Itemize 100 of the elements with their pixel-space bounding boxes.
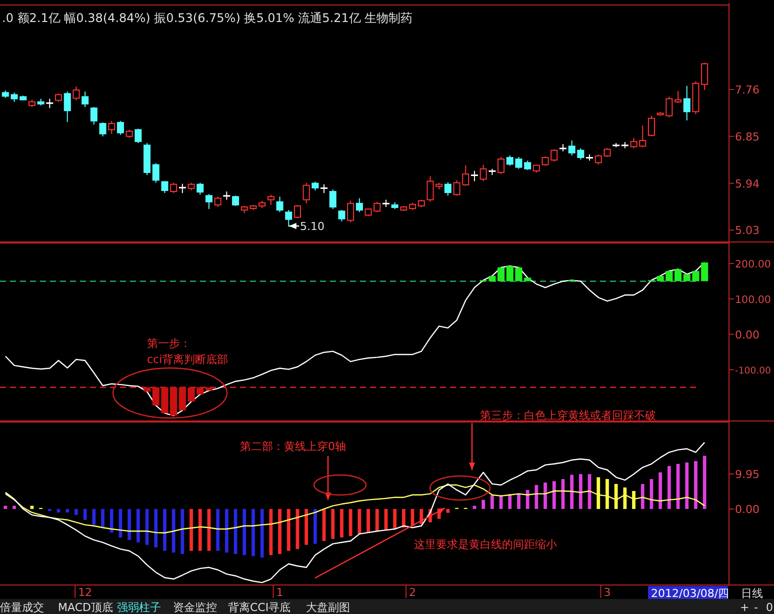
candlestick (329, 188, 336, 210)
bar (242, 508, 246, 556)
bar (12, 506, 16, 509)
line-series (4, 484, 706, 534)
text: 2012/03/08/四 (651, 587, 730, 600)
y-tick-label: 9.95 (735, 468, 760, 481)
candlestick (134, 128, 142, 144)
bar (508, 494, 512, 509)
bar (101, 508, 104, 528)
text: 日线 (741, 587, 763, 600)
line-series (4, 442, 706, 584)
bar (446, 508, 450, 513)
candlestick (232, 195, 240, 206)
text: MACD顶底 (58, 601, 113, 614)
y-tick-label: 0.00 (735, 502, 760, 516)
candlestick (152, 162, 160, 184)
bar (358, 508, 362, 534)
text: 0 (766, 601, 773, 614)
y-tick-label: 200.00 (735, 258, 771, 271)
bar (128, 508, 132, 540)
candlestick (170, 182, 178, 194)
text: 大盘副图 (306, 601, 350, 614)
candlestick (674, 90, 682, 104)
bar (526, 490, 530, 509)
candlestick (294, 204, 301, 219)
bar (552, 481, 556, 509)
bar (143, 387, 151, 392)
bar (110, 508, 114, 533)
candlestick (64, 91, 71, 122)
bar (304, 508, 308, 545)
text: 背离CCI寻底 (228, 601, 291, 614)
bar (490, 495, 494, 509)
annotation: 第三步：白色上穿黄线或者回踩不破 (480, 409, 656, 422)
bar (658, 472, 662, 509)
candlestick (302, 182, 310, 204)
bar (269, 508, 273, 556)
y-tick-label: -100.00 (735, 366, 772, 377)
candlestick (683, 85, 690, 121)
candlestick (498, 156, 505, 174)
bar (667, 466, 671, 509)
bar (4, 506, 8, 509)
candlestick (470, 170, 478, 182)
annotation: 5.10 (300, 220, 324, 233)
x-tick-label: 1 (276, 586, 284, 599)
candlestick (267, 194, 274, 206)
bar (606, 479, 609, 509)
candlestick (82, 91, 89, 108)
bar (366, 508, 370, 533)
y-tick-label: 0.00 (735, 328, 760, 342)
bar (596, 477, 600, 509)
bar (685, 462, 689, 509)
bar (402, 508, 406, 528)
candlestick (444, 182, 452, 196)
bar (420, 508, 424, 524)
candlestick (116, 120, 124, 136)
bar (216, 508, 220, 551)
candlestick (356, 198, 363, 213)
annotation: 第二部：黄线上穿0轴 (240, 440, 346, 453)
candlestick (480, 164, 487, 182)
y-tick-label: 6.85 (735, 130, 760, 144)
bar (632, 491, 636, 509)
bar (190, 508, 193, 551)
x-tick-label: 12 (78, 586, 92, 599)
text: - (754, 601, 758, 614)
bar (180, 508, 184, 554)
candlestick (161, 180, 168, 194)
bar (205, 387, 213, 391)
bar (702, 456, 706, 509)
candlestick (205, 194, 212, 210)
bar (544, 482, 547, 509)
text: + (740, 601, 750, 614)
candlestick (347, 200, 354, 223)
bar (694, 461, 698, 509)
text: .0 额2.1亿 幅0.38(4.84%) 振0.53(6.75%) 换5.01% 流通5.21亿 生物制药 (2, 11, 413, 25)
bar (674, 269, 682, 282)
y-tick-label: 5.94 (735, 177, 760, 190)
bar (482, 500, 486, 509)
bar (497, 267, 505, 282)
candlestick (276, 196, 284, 213)
bar (172, 508, 176, 553)
text: 资金监控 (173, 601, 217, 614)
bar (578, 474, 582, 509)
bar (136, 508, 140, 542)
annotation: cci背离判断底部 (147, 353, 228, 366)
bar (224, 508, 228, 553)
bar (375, 508, 379, 532)
y-tick-label: 5.03 (735, 224, 760, 238)
candlestick (338, 210, 346, 222)
bar (348, 508, 352, 536)
bar (83, 508, 87, 520)
bar (74, 508, 78, 515)
text: 倍量成交 (0, 601, 44, 614)
candlestick (648, 115, 655, 137)
bar (163, 508, 166, 551)
bar (640, 484, 644, 509)
bar (286, 508, 290, 551)
candlestick (46, 98, 54, 109)
bar (154, 508, 158, 548)
bar (331, 508, 335, 539)
bar (66, 508, 70, 512)
